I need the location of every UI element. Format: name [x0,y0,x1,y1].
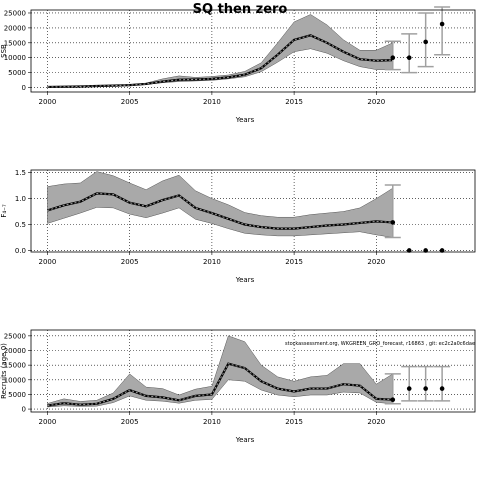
panel0-projection-point [406,55,412,61]
panel2-plot-frame [30,329,476,413]
panel2-series-line [47,362,393,407]
panel1-xtick-label: 2005 [121,258,139,266]
panel1-confidence-band [47,171,394,238]
panel1-projection-point [390,220,396,225]
panel2-projection-point [423,386,428,391]
recruitment-panel: 2000 2005 2010 2015 2020 0 5000 10000 15000 20000… [0,329,476,444]
panel2-ytick-label: 15000 [4,362,26,370]
panel0-ytick-label: 20000 [4,24,26,32]
panel0-ytick-label: 5000 [8,69,26,77]
panel2-xtick-label: 2000 [39,418,57,426]
panel1-xtick-label: 2020 [367,258,385,266]
panel0-xtick-label: 2000 [39,98,57,106]
panel1-projection-point [406,248,412,253]
panel1-series-line-dash [47,192,393,230]
panel2-ytick-label: 0 [22,406,26,414]
panel2-yaxis-label: Recruits (age 0) [0,343,8,399]
panel2-ytick-label: 10000 [4,376,26,384]
panel1-xtick-label: 2000 [39,258,57,266]
panel2-xaxis-label: Years [235,436,255,444]
panel1-xtick-label: 2010 [203,258,221,266]
panel1-xaxis-label: Years [235,276,255,284]
panel0-ytick-label: 10000 [4,54,26,62]
fishing-mortality-panel: 2000 2005 2010 2015 2020 0.0 0.5 1.0 1.5 Years F₄₋… [0,169,476,284]
panel2-ytick-label: 20000 [4,347,26,355]
panel2-annotation: stockassessment.org, WKGREEN_GRO_forecas… [285,341,475,347]
panel1-xtick-label: 2015 [285,258,303,266]
panel0-yaxis-label: SSB [0,44,8,58]
panel1-projection-point [439,248,445,253]
ssb-panel: 2000 2005 2010 2015 2020 0 5000 10000 15000 20000… [0,6,476,124]
panel1-ytick-label: 1.5 [15,169,26,177]
panel2-ytick-label: 25000 [4,332,26,340]
figure-title: SQ then zero [193,2,288,17]
panel0-plot-frame [30,9,476,93]
panel0-projection-point [439,21,445,27]
panel2-projection-point [390,397,396,403]
panel0-ytick-label: 25000 [4,9,26,17]
panel0-ytick-label: 15000 [4,39,26,47]
panel2-xtick-label: 2010 [203,418,221,426]
panel0-xaxis-label: Years [235,116,255,124]
panel0-projection-point [423,39,428,45]
panel1-ytick-label: 1.0 [15,195,26,203]
panel2-projection-point [439,386,445,391]
panel1-ytick-label: 0.5 [15,221,26,229]
panel0-xtick-label: 2015 [285,98,303,106]
panel1-ytick-label: 0.0 [15,247,26,255]
panel0-ytick-label: 0 [22,84,26,92]
panel0-xtick-label: 2020 [367,98,385,106]
panel1-projection-point [423,248,428,253]
panel2-ytick-label: 5000 [8,391,26,399]
panel2-xtick-label: 2005 [121,418,139,426]
panel0-projection-point [390,55,396,61]
panel0-xtick-label: 2005 [121,98,139,106]
panel0-series-line-dash [47,34,393,88]
panel2-xtick-label: 2015 [285,418,303,426]
panel0-xtick-label: 2010 [203,98,221,106]
panel1-yaxis-label: F₄₋₇ [0,204,8,218]
panel2-xtick-label: 2020 [367,418,385,426]
panel1-plot-frame [30,169,476,253]
panel2-projection-point [406,386,412,391]
